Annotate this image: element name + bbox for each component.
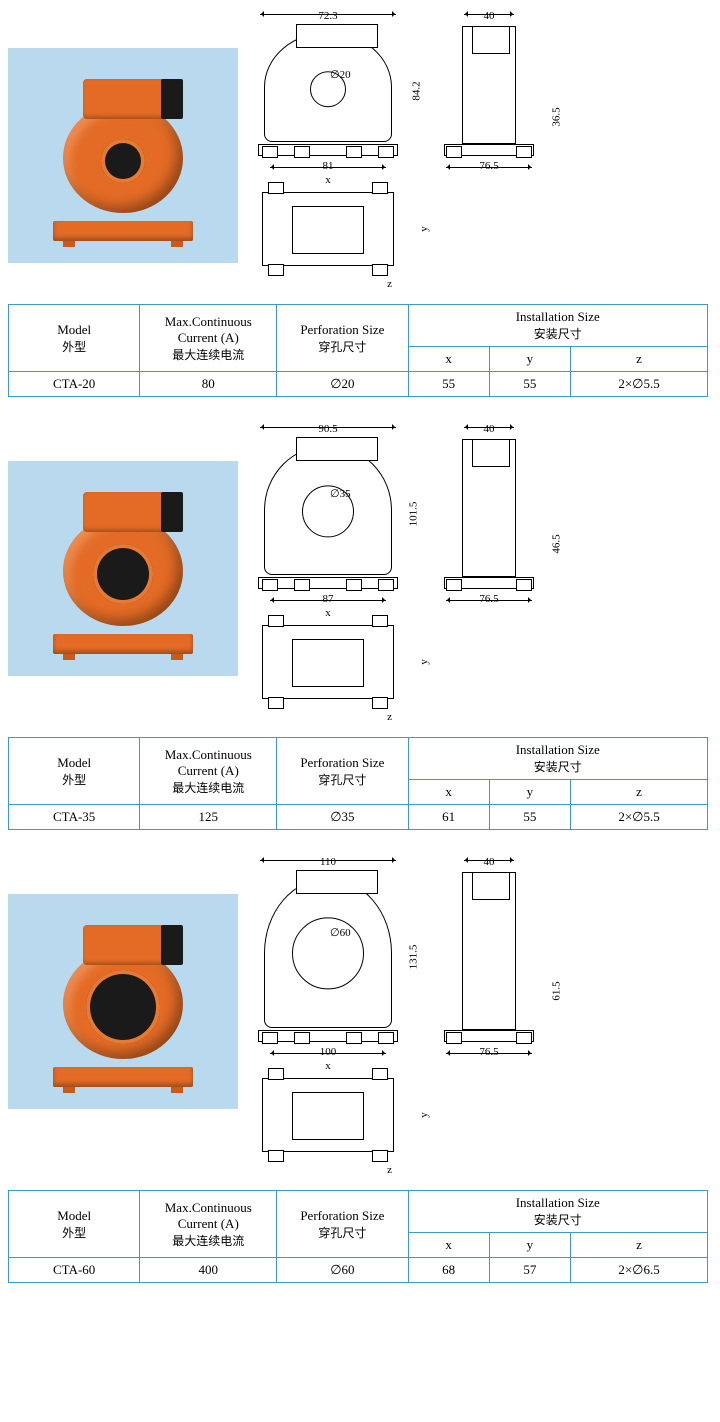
dim-front-base: 100 <box>320 1046 337 1058</box>
header-y: y <box>489 347 570 372</box>
product-section-2: 110 ∅60 100 x <box>8 854 712 1283</box>
product-photo <box>8 48 238 263</box>
product-section-0: 72.3 ∅20 81 x <box>8 8 712 397</box>
cell-x: 55 <box>408 372 489 397</box>
cell-x: 61 <box>408 805 489 830</box>
bottom-view-drawing: y z <box>258 617 398 707</box>
dim-front-height: 131.5 <box>408 945 420 970</box>
technical-drawings: 90.5 ∅35 87 x <box>254 421 712 725</box>
dim-side-top: 40 <box>484 10 495 22</box>
dim-bottom-z: z <box>387 1164 392 1176</box>
bottom-view-drawing: y z <box>258 1070 398 1160</box>
technical-drawings: 72.3 ∅20 81 x <box>254 8 712 292</box>
side-view-drawing: 40 76.5 36.5 <box>444 26 534 156</box>
table-header-row: Model外型 Max.Continuous Current (A)最大连续电流… <box>9 1191 708 1233</box>
cell-perforation: ∅20 <box>277 372 408 397</box>
dim-hole: ∅20 <box>330 68 351 81</box>
cell-perforation: ∅60 <box>277 1258 408 1283</box>
cell-model: CTA-35 <box>9 805 140 830</box>
cell-z: 2×∅6.5 <box>571 1258 708 1283</box>
technical-drawings: 110 ∅60 100 x <box>254 854 712 1178</box>
dim-side-top: 40 <box>484 423 495 435</box>
header-current: Max.Continuous Current (A)最大连续电流 <box>140 305 277 372</box>
product-photo <box>8 461 238 676</box>
dim-side-top: 40 <box>484 856 495 868</box>
side-view-drawing: 40 76.5 61.5 <box>444 872 534 1042</box>
spec-table: Model外型 Max.Continuous Current (A)最大连续电流… <box>8 1190 708 1283</box>
front-view-drawing: 72.3 ∅20 81 x <box>258 26 398 156</box>
cell-y: 55 <box>489 805 570 830</box>
cell-model: CTA-20 <box>9 372 140 397</box>
cell-x: 68 <box>408 1258 489 1283</box>
figure-row: 110 ∅60 100 x <box>8 854 712 1178</box>
table-data-row: CTA-35 125 ∅35 61 55 2×∅5.5 <box>9 805 708 830</box>
dim-side-height: 46.5 <box>550 534 562 553</box>
table-header-row: Model外型 Max.Continuous Current (A)最大连续电流… <box>9 738 708 780</box>
cell-current: 125 <box>140 805 277 830</box>
header-z: z <box>571 780 708 805</box>
cell-z: 2×∅5.5 <box>571 805 708 830</box>
dim-side-base: 76.5 <box>479 593 498 605</box>
cell-z: 2×∅5.5 <box>571 372 708 397</box>
dim-hole: ∅35 <box>330 487 351 500</box>
dim-front-width: 110 <box>320 856 336 868</box>
table-data-row: CTA-20 80 ∅20 55 55 2×∅5.5 <box>9 372 708 397</box>
dim-bottom-y: y <box>417 659 429 665</box>
dim-front-base: 81 <box>323 160 334 172</box>
header-y: y <box>489 1233 570 1258</box>
cell-current: 80 <box>140 372 277 397</box>
header-perforation: Perforation Size穿孔尺寸 <box>277 305 408 372</box>
header-current: Max.Continuous Current (A)最大连续电流 <box>140 1191 277 1258</box>
header-installation: Installation Size安装尺寸 <box>408 305 707 347</box>
header-installation: Installation Size安装尺寸 <box>408 1191 707 1233</box>
header-current: Max.Continuous Current (A)最大连续电流 <box>140 738 277 805</box>
header-model: Model外型 <box>9 738 140 805</box>
header-z: z <box>571 1233 708 1258</box>
header-installation: Installation Size安装尺寸 <box>408 738 707 780</box>
product-section-1: 90.5 ∅35 87 x <box>8 421 712 830</box>
dim-front-height: 101.5 <box>408 502 420 527</box>
dim-front-height: 84.2 <box>410 81 422 100</box>
dim-bottom-z: z <box>387 278 392 290</box>
header-model: Model外型 <box>9 1191 140 1258</box>
header-x: x <box>408 347 489 372</box>
side-view-drawing: 40 76.5 46.5 <box>444 439 534 589</box>
cell-current: 400 <box>140 1258 277 1283</box>
header-perforation: Perforation Size穿孔尺寸 <box>277 738 408 805</box>
figure-row: 72.3 ∅20 81 x <box>8 8 712 292</box>
dim-front-width: 90.5 <box>318 423 337 435</box>
header-x: x <box>408 1233 489 1258</box>
header-x: x <box>408 780 489 805</box>
front-view-drawing: 90.5 ∅35 87 x <box>258 439 398 589</box>
product-photo <box>8 894 238 1109</box>
figure-row: 90.5 ∅35 87 x <box>8 421 712 725</box>
dim-bottom-y: y <box>417 1112 429 1118</box>
dim-front-width: 72.3 <box>318 10 337 22</box>
header-z: z <box>571 347 708 372</box>
spec-table: Model外型 Max.Continuous Current (A)最大连续电流… <box>8 304 708 397</box>
header-y: y <box>489 780 570 805</box>
dim-hole: ∅60 <box>330 926 351 939</box>
spec-table: Model外型 Max.Continuous Current (A)最大连续电流… <box>8 737 708 830</box>
header-perforation: Perforation Size穿孔尺寸 <box>277 1191 408 1258</box>
dim-side-base: 76.5 <box>479 160 498 172</box>
dim-side-height: 61.5 <box>550 981 562 1000</box>
cell-y: 57 <box>489 1258 570 1283</box>
dim-side-base: 76.5 <box>479 1046 498 1058</box>
dim-bottom-y: y <box>417 226 429 232</box>
cell-y: 55 <box>489 372 570 397</box>
cell-perforation: ∅35 <box>277 805 408 830</box>
table-data-row: CTA-60 400 ∅60 68 57 2×∅6.5 <box>9 1258 708 1283</box>
front-view-drawing: 110 ∅60 100 x <box>258 872 398 1042</box>
table-header-row: Model外型 Max.Continuous Current (A)最大连续电流… <box>9 305 708 347</box>
dim-side-height: 36.5 <box>550 107 562 126</box>
header-model: Model外型 <box>9 305 140 372</box>
bottom-view-drawing: y z <box>258 184 398 274</box>
dim-front-base: 87 <box>323 593 334 605</box>
cell-model: CTA-60 <box>9 1258 140 1283</box>
dim-bottom-z: z <box>387 711 392 723</box>
